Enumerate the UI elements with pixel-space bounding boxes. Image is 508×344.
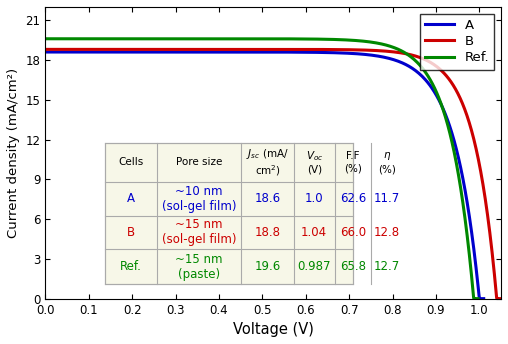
A [359,52,365,56]
B [42,47,48,52]
A [95,50,101,54]
Text: 12.8: 12.8 [374,226,400,239]
Text: A: A [127,192,135,205]
FancyBboxPatch shape [105,142,353,284]
Ref. [355,39,361,43]
Line: A: A [45,52,484,299]
A [361,52,367,56]
Ref. [314,37,321,41]
Text: $J_{sc}$ (mA/
cm$^2$): $J_{sc}$ (mA/ cm$^2$) [246,147,289,178]
Ref. [42,37,48,41]
Text: 1.0: 1.0 [305,192,324,205]
A [478,297,484,301]
B [371,49,377,53]
Ref. [183,37,189,41]
B [495,297,501,301]
Text: Cells: Cells [118,157,143,167]
Line: Ref.: Ref. [45,39,478,299]
Text: 65.8: 65.8 [340,260,366,273]
X-axis label: Voltage (V): Voltage (V) [233,322,313,337]
A [481,297,487,301]
A [318,50,324,54]
Legend: A, B, Ref.: A, B, Ref. [420,13,494,70]
Line: B: B [45,50,501,299]
Y-axis label: Current density (mA/cm²): Current density (mA/cm²) [7,68,20,238]
Ref. [214,37,220,41]
Text: Ref.: Ref. [120,260,142,273]
Text: 1.04: 1.04 [301,226,327,239]
Text: 66.0: 66.0 [340,226,366,239]
Text: Pore size: Pore size [176,157,223,167]
Text: B: B [126,226,135,239]
B [374,49,380,53]
Text: $\eta$
(%): $\eta$ (%) [378,150,396,174]
Text: F.F
(%): F.F (%) [344,151,362,173]
B [97,47,103,52]
Ref. [475,297,481,301]
A [185,50,191,54]
Text: ~15 nm
(paste): ~15 nm (paste) [175,252,223,281]
Text: 11.7: 11.7 [374,192,400,205]
Text: 12.7: 12.7 [374,260,400,273]
B [329,47,335,52]
A [42,50,48,54]
Text: 19.6: 19.6 [255,260,280,273]
B [498,297,504,301]
Ref. [472,297,478,301]
A [216,50,222,54]
Ref. [94,37,101,41]
B [223,47,229,52]
Text: 18.8: 18.8 [255,226,280,239]
Ref. [357,39,363,43]
Text: ~15 nm
(sol-gel film): ~15 nm (sol-gel film) [162,218,236,246]
Text: 0.987: 0.987 [298,260,331,273]
Text: 18.6: 18.6 [255,192,280,205]
Text: 62.6: 62.6 [340,192,366,205]
Text: ~10 nm
(sol-gel film): ~10 nm (sol-gel film) [162,185,236,213]
Text: $V_{oc}$
(V): $V_{oc}$ (V) [305,150,323,175]
B [191,47,197,52]
